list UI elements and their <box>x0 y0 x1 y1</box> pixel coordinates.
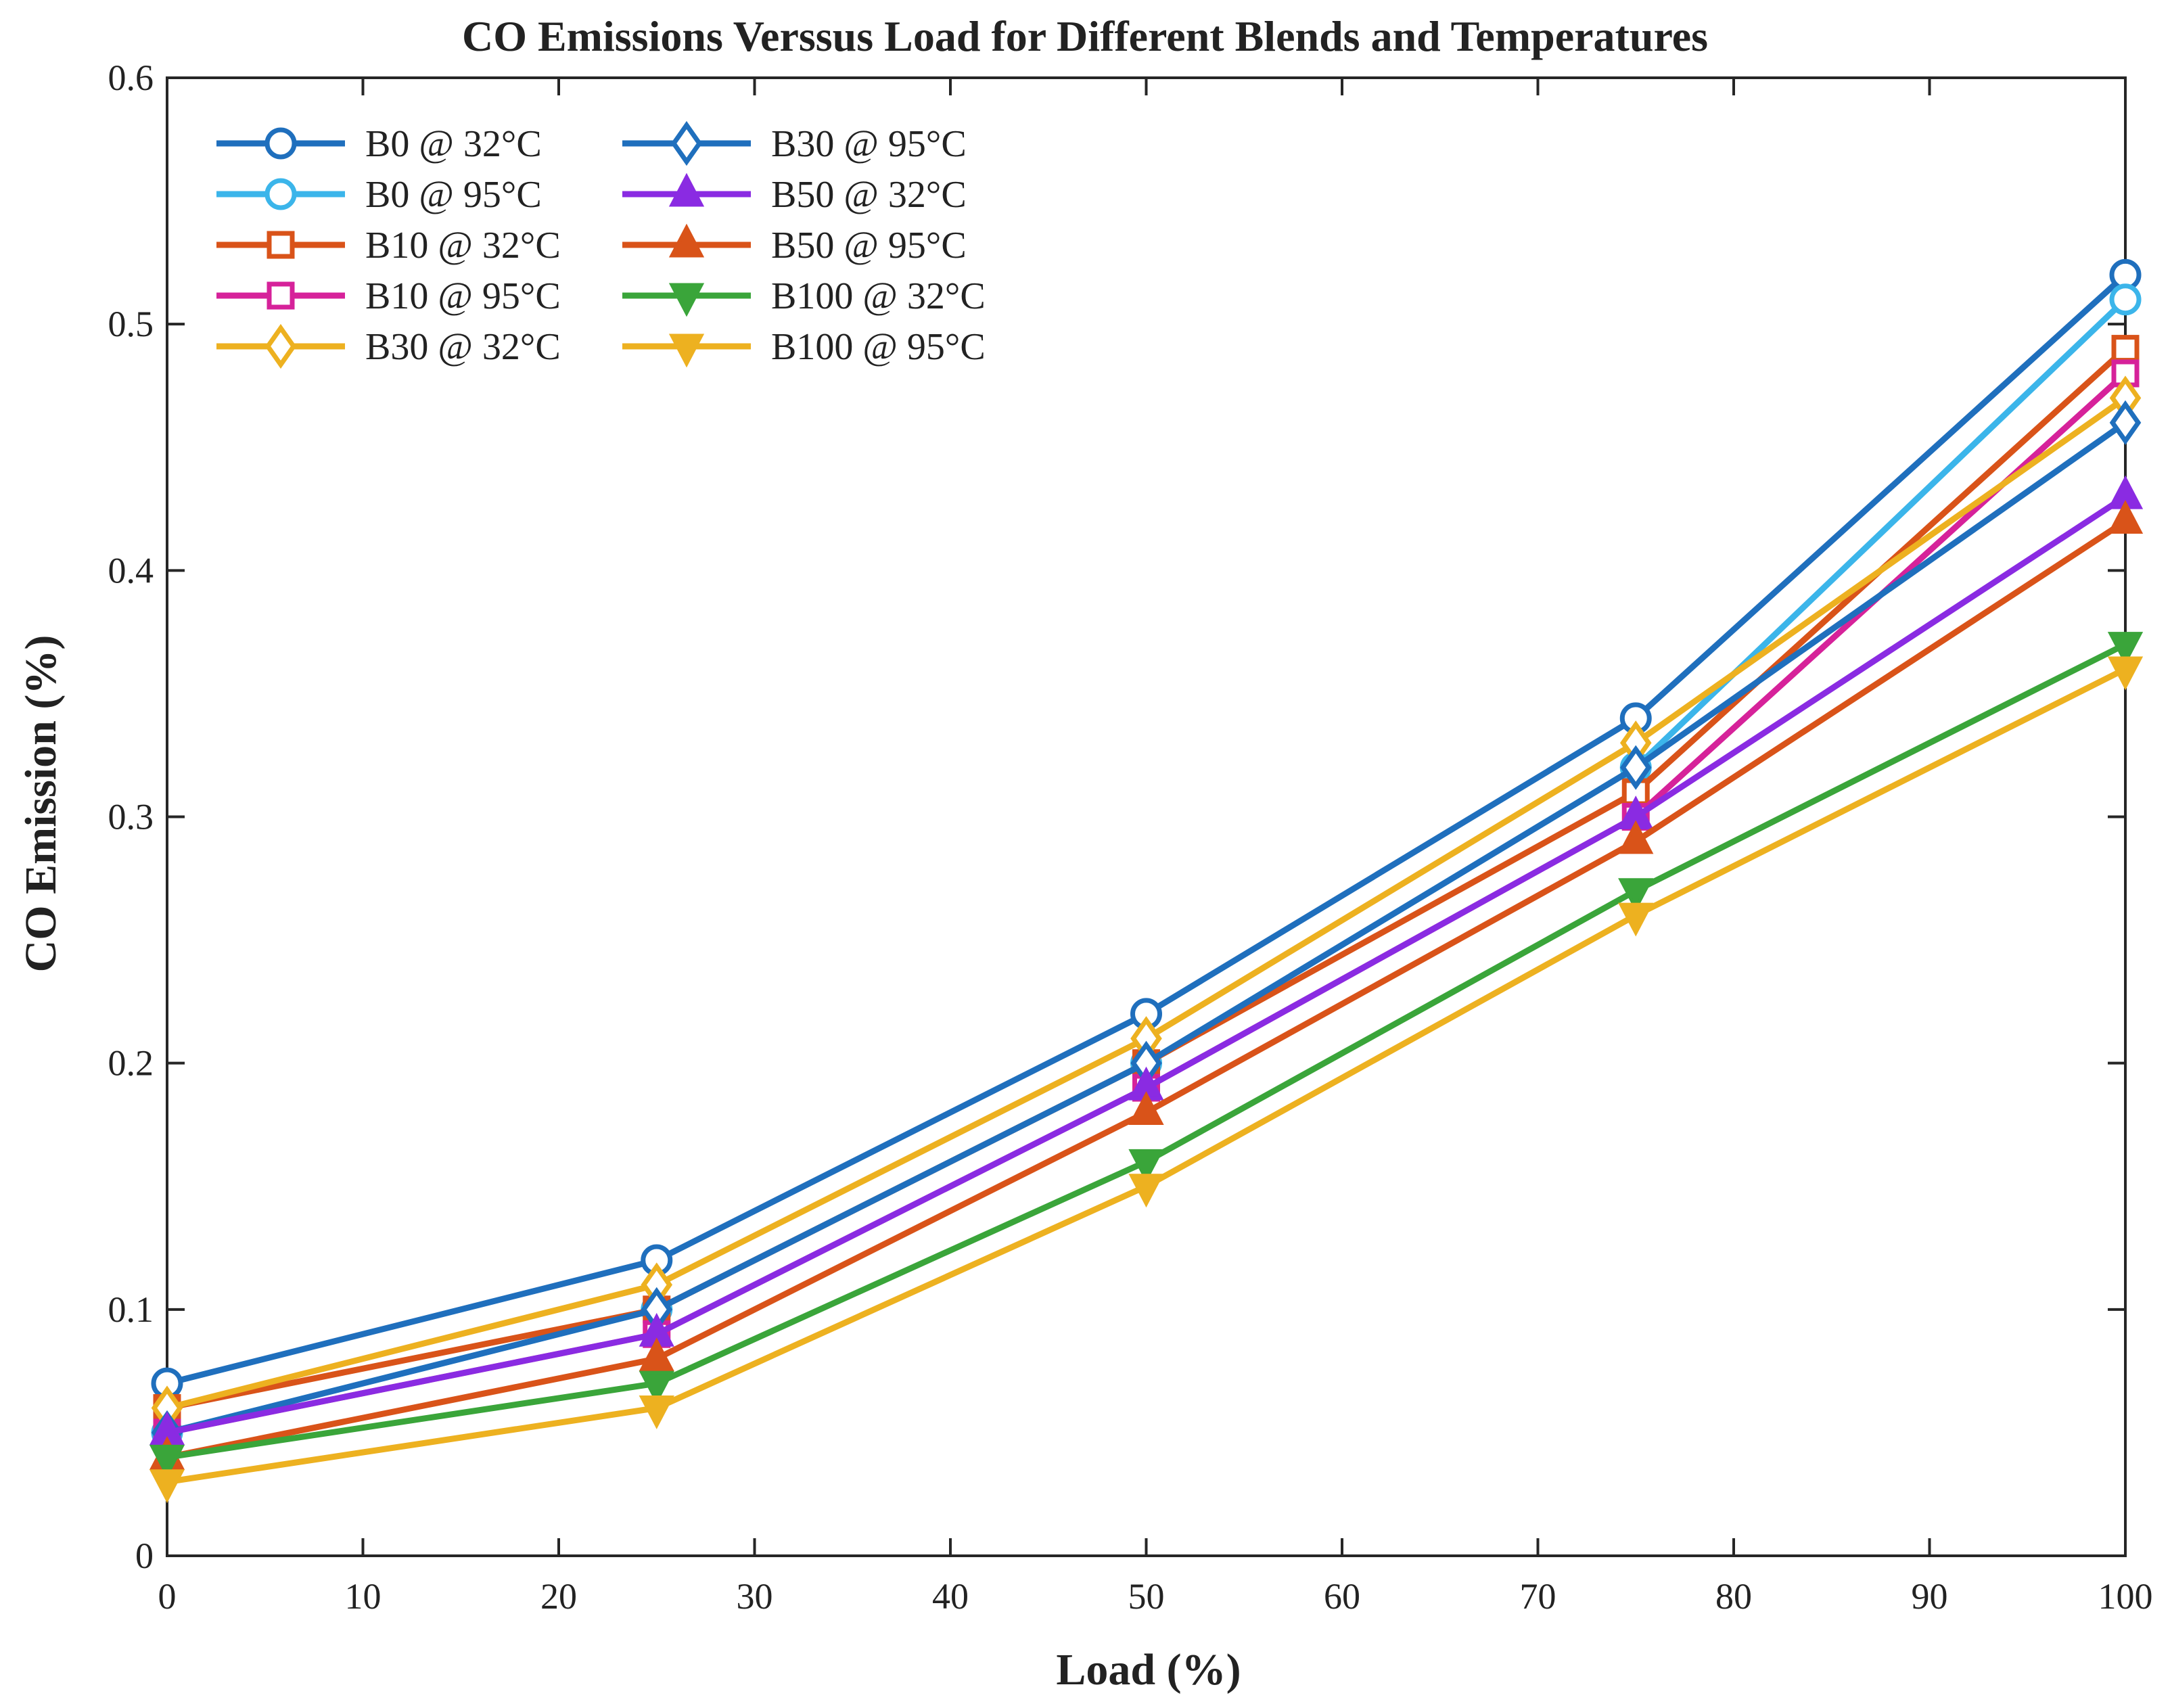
x-tick-label: 100 <box>2098 1576 2153 1617</box>
series-b30-95-c <box>151 400 2142 1455</box>
data-point <box>1128 1149 1164 1183</box>
x-axis-label: Load (%) <box>1056 1645 1241 1694</box>
y-tick-label: 0.3 <box>108 797 154 837</box>
data-point <box>1128 1174 1164 1208</box>
data-point <box>1618 820 1654 854</box>
data-point <box>1618 902 1654 937</box>
x-tick-label: 20 <box>540 1576 577 1617</box>
legend-label: B0 @ 32°C <box>365 123 542 165</box>
x-tick-label: 90 <box>1912 1576 1948 1617</box>
chart-title: CO Emissions Verssus Load for Different … <box>462 12 1708 60</box>
legend-marker <box>264 178 297 210</box>
series-b100-95-c <box>149 656 2144 1504</box>
legend-item: B100 @ 32°C <box>622 275 986 317</box>
legend-marker <box>668 333 705 368</box>
y-tick-label: 0.4 <box>108 550 154 591</box>
x-tick-label: 60 <box>1324 1576 1360 1617</box>
legend-marker <box>668 223 705 258</box>
data-point <box>2109 400 2142 445</box>
plot-frame <box>166 76 2127 1557</box>
legend-item: B10 @ 32°C <box>216 225 561 267</box>
series-group <box>149 258 2144 1504</box>
legend-label: B30 @ 32°C <box>365 326 561 368</box>
legend-label: B50 @ 95°C <box>771 225 967 267</box>
data-point <box>2107 500 2144 534</box>
y-tick-label: 0 <box>135 1536 154 1576</box>
data-point <box>1619 745 1652 790</box>
plot-area <box>166 76 2127 1557</box>
legend-item: B100 @ 95°C <box>622 326 986 368</box>
legend-marker <box>264 323 297 369</box>
y-tick-label: 0.5 <box>108 304 154 344</box>
data-point <box>2107 632 2144 666</box>
legend-item: B30 @ 95°C <box>622 120 967 166</box>
legend-label: B50 @ 32°C <box>771 174 967 216</box>
legend-item: B50 @ 32°C <box>622 172 967 216</box>
legend-item: B30 @ 32°C <box>216 323 561 369</box>
x-tick-label: 10 <box>345 1576 382 1617</box>
x-tick-label: 30 <box>737 1576 773 1617</box>
y-axis-ticks: 0 0.1 0.2 0.3 0.4 0.5 0.6 <box>108 57 2125 1576</box>
legend-marker <box>668 172 705 207</box>
legend-item: B0 @ 95°C <box>216 174 542 216</box>
legend-item: B10 @ 95°C <box>216 275 561 317</box>
data-point <box>2111 335 2140 363</box>
legend-marker <box>267 281 295 310</box>
legend-marker <box>267 231 295 259</box>
x-tick-label: 70 <box>1520 1576 1556 1617</box>
data-point <box>1128 1091 1164 1125</box>
series-b100-32-c <box>149 632 2144 1479</box>
x-tick-label: 80 <box>1715 1576 1752 1617</box>
x-tick-label: 40 <box>932 1576 969 1617</box>
data-point <box>639 1395 674 1429</box>
data-point <box>639 1370 674 1405</box>
legend-label: B30 @ 95°C <box>771 123 967 165</box>
legend-item: B0 @ 32°C <box>216 123 542 165</box>
data-point <box>149 1444 185 1479</box>
x-tick-label: 50 <box>1128 1576 1165 1617</box>
x-axis-ticks: 0 10 20 30 40 50 60 70 80 90 100 <box>158 78 2153 1617</box>
data-point <box>1618 878 1654 913</box>
legend: B0 @ 32°C B0 @ 95°C B10 @ 32°C B10 @ 95°C B3… <box>216 120 986 369</box>
data-point <box>2109 283 2142 316</box>
x-tick-label: 0 <box>158 1576 177 1617</box>
legend-label: B10 @ 32°C <box>365 225 561 267</box>
y-tick-label: 0.6 <box>108 57 154 98</box>
legend-marker <box>264 127 297 160</box>
legend-item: B50 @ 95°C <box>622 223 967 267</box>
series-b0-32-c <box>151 258 2142 1400</box>
legend-label: B10 @ 95°C <box>365 275 561 317</box>
y-tick-label: 0.2 <box>108 1043 154 1084</box>
legend-label: B100 @ 95°C <box>771 326 986 368</box>
legend-label: B100 @ 32°C <box>771 275 986 317</box>
y-axis-label: CO Emission (%) <box>16 635 66 973</box>
legend-marker <box>668 283 705 317</box>
data-point <box>2107 656 2144 691</box>
legend-marker <box>670 120 703 166</box>
data-point <box>639 1337 674 1372</box>
legend-label: B0 @ 95°C <box>365 174 542 216</box>
y-tick-label: 0.1 <box>108 1289 154 1330</box>
data-point <box>149 1469 185 1504</box>
